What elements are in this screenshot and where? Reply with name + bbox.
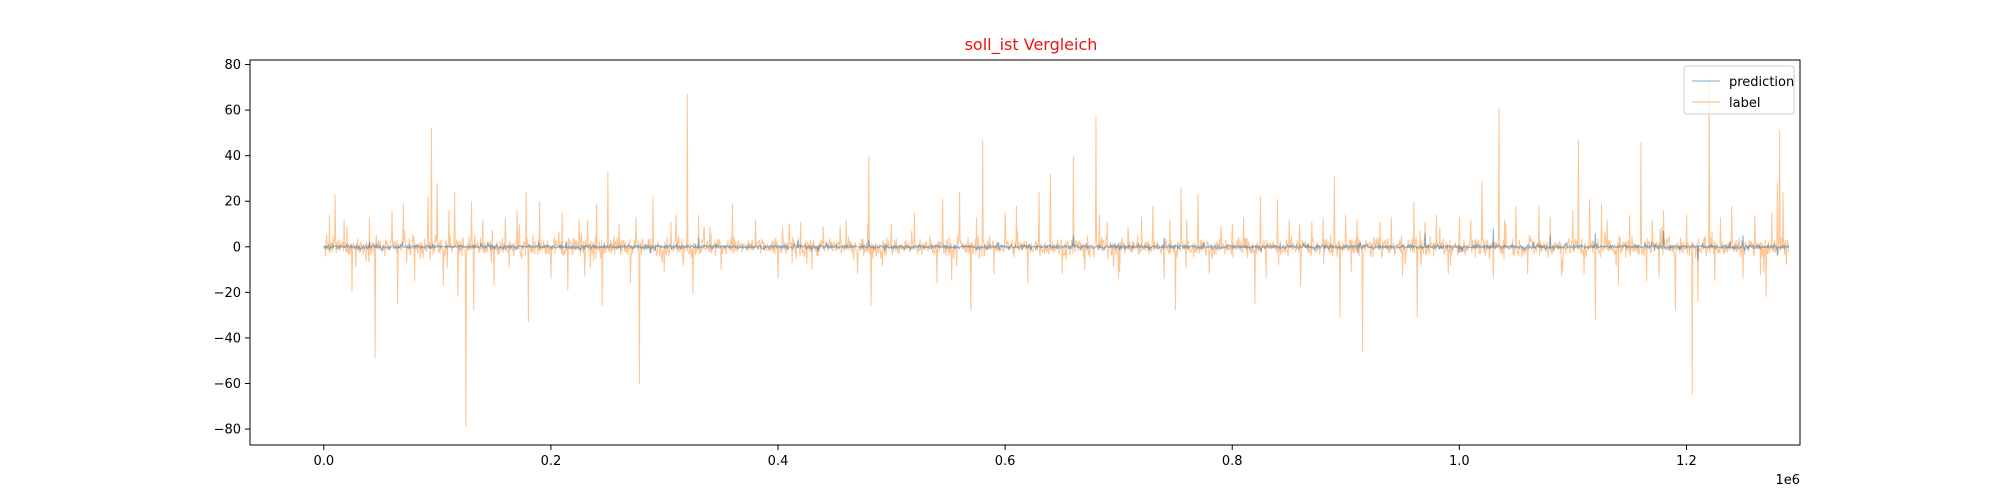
x-tick-label: 1.0 xyxy=(1449,454,1470,469)
axes-frame xyxy=(249,59,1801,446)
y-tick-label: −60 xyxy=(214,377,241,392)
y-tick-label: −20 xyxy=(214,286,241,301)
x-axis-offset-label: 1e6 xyxy=(1775,473,1800,488)
y-tick-label: 40 xyxy=(224,149,241,164)
x-tick-label: 0.0 xyxy=(313,454,334,469)
y-tick-label: −80 xyxy=(214,423,241,438)
series-line-prediction xyxy=(323,228,1790,261)
y-axis: 80 60 40 20 0 −20 −40 −60 −80 xyxy=(214,58,250,438)
x-tick-label: 1.2 xyxy=(1676,454,1697,469)
y-tick-label: 0 xyxy=(233,240,241,255)
y-tick-label: −40 xyxy=(214,331,241,346)
x-tick-label: 0.2 xyxy=(541,454,562,469)
series-line-label xyxy=(323,78,1790,427)
y-tick-label: 60 xyxy=(224,104,241,119)
x-tick-label: 0.4 xyxy=(768,454,789,469)
legend: prediction label xyxy=(1683,65,1795,115)
chart-title: soll_ist Vergleich xyxy=(965,35,1098,55)
legend-label-label: label xyxy=(1729,96,1760,111)
plot-area xyxy=(323,78,1790,427)
y-tick-label: 80 xyxy=(224,58,241,73)
legend-label-prediction: prediction xyxy=(1729,75,1794,90)
y-tick-label: 20 xyxy=(224,195,241,210)
x-tick-label: 0.8 xyxy=(1222,454,1243,469)
x-tick-label: 0.6 xyxy=(995,454,1016,469)
x-axis: 0.0 0.2 0.4 0.6 0.8 1.0 1.2 xyxy=(313,445,1697,469)
